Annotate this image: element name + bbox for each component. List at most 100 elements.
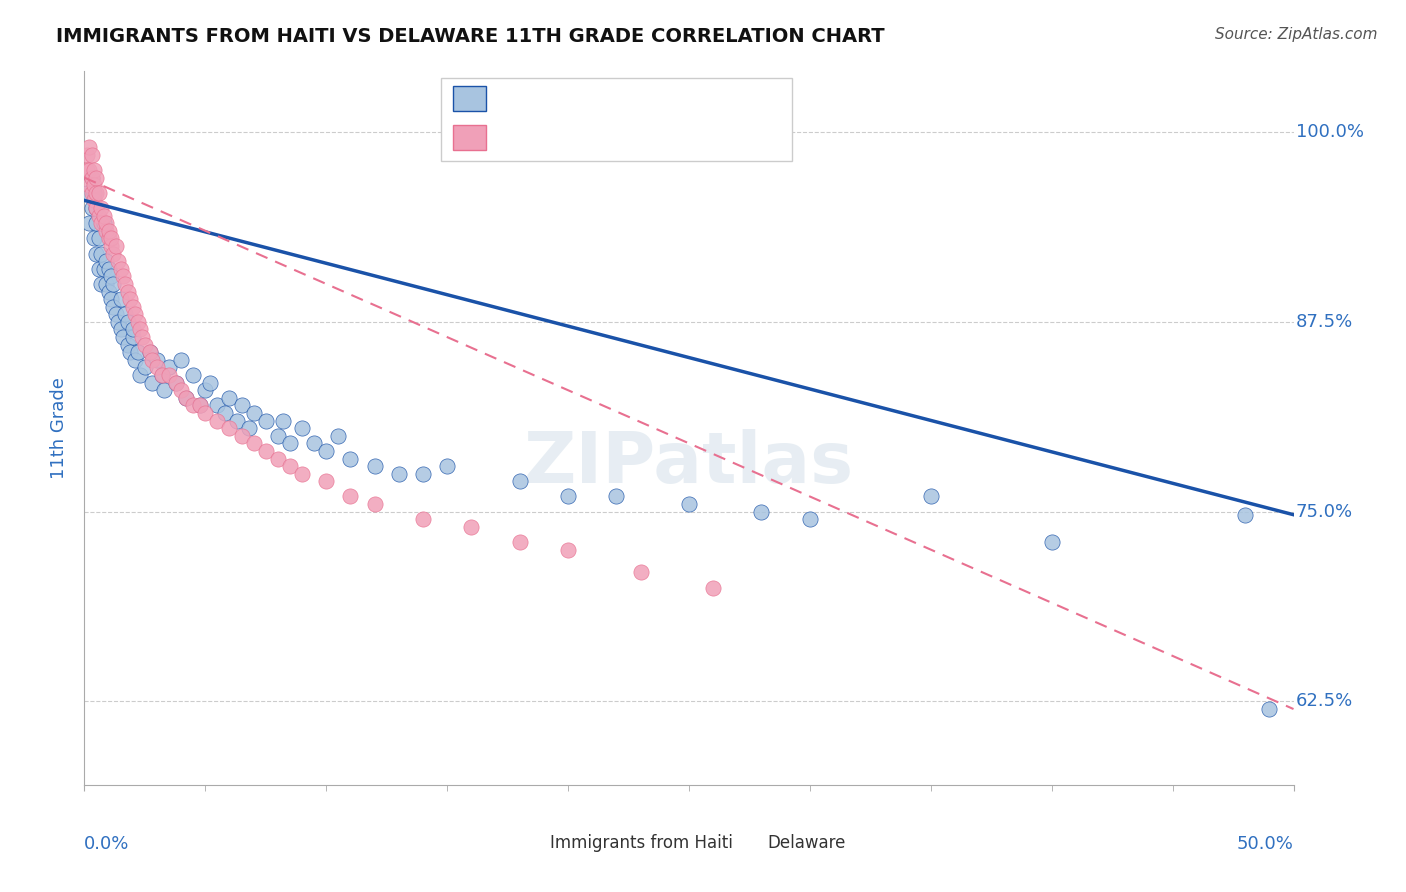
Point	[134, 360, 156, 375]
Point	[87, 261, 110, 276]
Point	[104, 307, 127, 321]
Point	[86, 186, 108, 200]
Text: 50.0%: 50.0%	[1237, 835, 1294, 853]
Point	[242, 406, 264, 420]
Point	[1234, 508, 1257, 522]
Point	[1258, 702, 1281, 716]
Point	[107, 315, 129, 329]
Point	[97, 231, 120, 245]
Point	[231, 398, 253, 412]
Point	[83, 186, 105, 200]
Point	[557, 490, 579, 504]
Point	[194, 406, 217, 420]
Point	[291, 467, 314, 481]
Point	[124, 352, 146, 367]
Point	[134, 337, 156, 351]
Point	[412, 512, 434, 526]
Point	[198, 376, 221, 390]
Point	[103, 300, 125, 314]
Point	[104, 239, 127, 253]
Point	[80, 170, 103, 185]
Point	[86, 201, 108, 215]
Point	[363, 459, 385, 474]
Point	[1040, 535, 1063, 549]
Point	[190, 398, 212, 412]
Point	[86, 170, 108, 185]
Point	[83, 163, 105, 178]
Text: 100.0%: 100.0%	[1296, 123, 1364, 141]
Point	[157, 368, 180, 382]
Point	[117, 337, 139, 351]
Point	[291, 421, 314, 435]
Point	[702, 581, 724, 595]
Point	[90, 201, 112, 215]
Point	[103, 246, 125, 260]
Point	[90, 216, 112, 230]
Text: Immigrants from Haiti: Immigrants from Haiti	[550, 835, 733, 853]
Point	[97, 285, 120, 299]
Point	[124, 307, 146, 321]
Text: ZIPatlas: ZIPatlas	[524, 429, 853, 499]
Point	[93, 216, 115, 230]
Point	[90, 277, 112, 291]
Point	[920, 490, 942, 504]
FancyBboxPatch shape	[441, 78, 792, 161]
Point	[605, 490, 627, 504]
Point	[94, 254, 117, 268]
Point	[170, 383, 193, 397]
Point	[278, 459, 301, 474]
Point	[93, 261, 115, 276]
Point	[120, 292, 142, 306]
Text: Delaware: Delaware	[768, 835, 846, 853]
Point	[114, 307, 136, 321]
Point	[214, 406, 236, 420]
Point	[129, 322, 152, 336]
Point	[110, 261, 132, 276]
Point	[302, 436, 325, 450]
Point	[87, 231, 110, 245]
Point	[751, 505, 773, 519]
FancyBboxPatch shape	[731, 835, 762, 853]
Point	[117, 315, 139, 329]
Point	[100, 239, 122, 253]
Point	[630, 566, 652, 580]
Point	[76, 148, 98, 162]
Text: R = -0.294   N = 67: R = -0.294 N = 67	[499, 128, 676, 146]
Point	[77, 140, 100, 154]
Point	[100, 269, 122, 284]
Point	[153, 383, 176, 397]
Point	[278, 436, 301, 450]
Point	[271, 413, 294, 427]
Point	[83, 178, 105, 193]
Point	[339, 451, 361, 466]
Point	[315, 475, 337, 489]
Point	[80, 170, 103, 185]
Point	[181, 368, 204, 382]
Point	[97, 224, 120, 238]
Point	[557, 542, 579, 557]
Point	[150, 368, 173, 382]
Point	[509, 535, 531, 549]
Point	[86, 246, 108, 260]
Point	[218, 421, 240, 435]
Point	[86, 216, 108, 230]
Y-axis label: 11th Grade: 11th Grade	[51, 377, 69, 479]
Point	[412, 467, 434, 481]
Point	[218, 391, 240, 405]
Point	[207, 413, 229, 427]
Point	[112, 330, 135, 344]
Point	[110, 322, 132, 336]
Point	[120, 345, 142, 359]
Point	[339, 490, 361, 504]
Point	[94, 216, 117, 230]
Point	[225, 413, 247, 427]
Point	[127, 315, 149, 329]
Point	[165, 376, 187, 390]
Point	[83, 231, 105, 245]
Point	[254, 444, 277, 458]
Point	[363, 497, 385, 511]
Text: R = -0.555   N = 81: R = -0.555 N = 81	[499, 89, 675, 107]
Point	[174, 391, 197, 405]
Point	[94, 224, 117, 238]
Point	[77, 163, 100, 178]
